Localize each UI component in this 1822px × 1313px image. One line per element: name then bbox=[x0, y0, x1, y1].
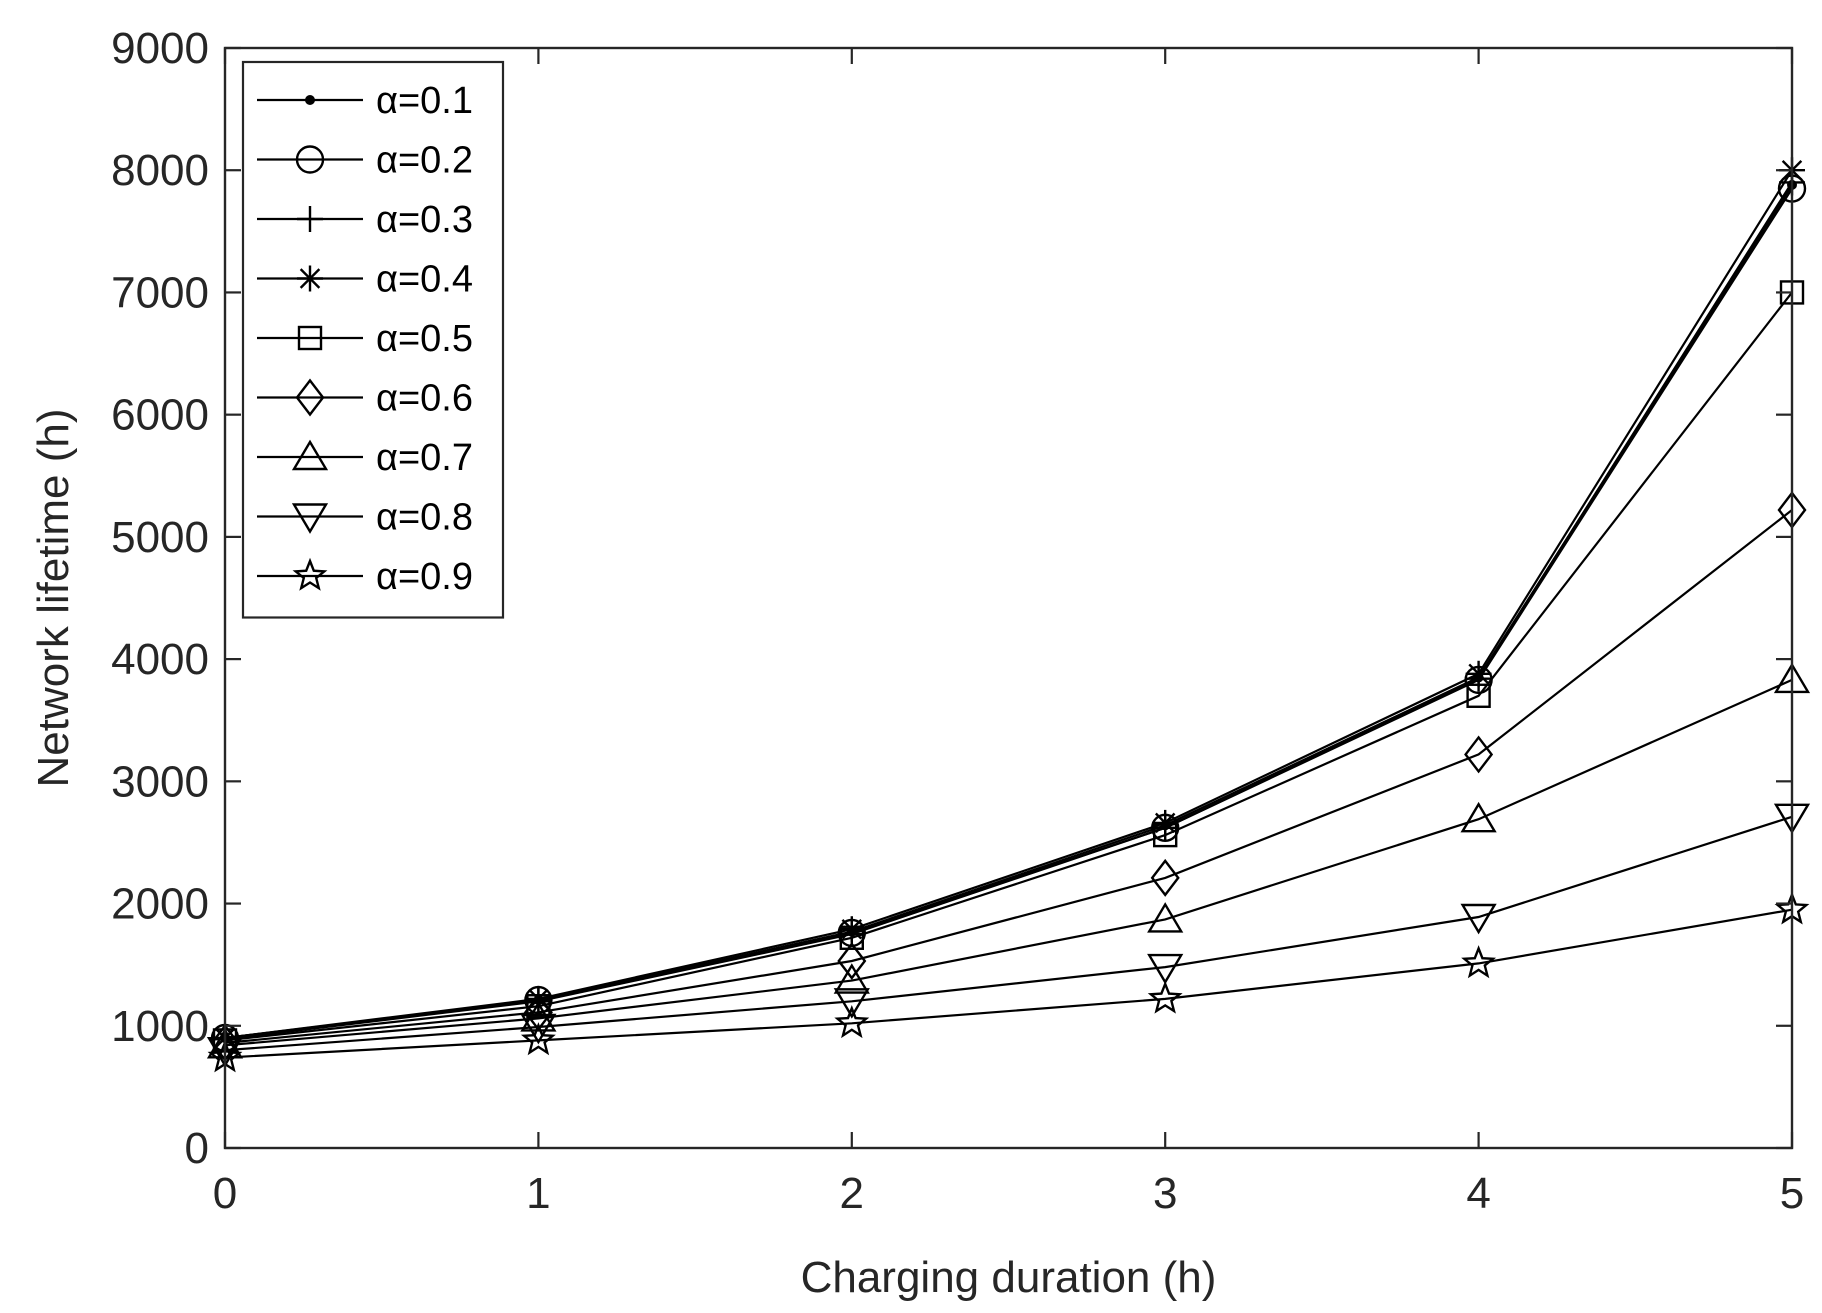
legend-item: α=0.7 bbox=[257, 437, 473, 479]
legend-item: α=0.1 bbox=[257, 80, 473, 122]
legend-box bbox=[241, 60, 505, 619]
axes-box bbox=[223, 46, 1794, 1150]
data-point bbox=[1147, 953, 1184, 985]
legend-item: α=0.6 bbox=[257, 378, 473, 420]
legend-label: α=0.8 bbox=[376, 497, 473, 539]
series-7 bbox=[206, 662, 1811, 1059]
data-point bbox=[1152, 822, 1178, 848]
y-tick-label: 5000 bbox=[111, 513, 209, 562]
legend-marker bbox=[297, 206, 323, 232]
y-tick-label: 8000 bbox=[111, 146, 209, 195]
x-tick-label: 3 bbox=[1153, 1169, 1177, 1218]
data-point bbox=[1150, 858, 1180, 897]
legend-item: α=0.2 bbox=[257, 140, 473, 182]
y-tick-label: 2000 bbox=[111, 880, 209, 929]
data-point bbox=[839, 925, 864, 950]
y-tick-label: 9000 bbox=[111, 24, 209, 73]
legend-marker bbox=[292, 557, 328, 591]
legend-marker bbox=[295, 378, 325, 417]
data-point bbox=[833, 988, 870, 1019]
series-line bbox=[224, 169, 1793, 1040]
legend-label: α=0.4 bbox=[376, 259, 473, 301]
data-point bbox=[1465, 660, 1492, 687]
legend-label: α=0.5 bbox=[376, 318, 473, 360]
legend-item: α=0.9 bbox=[257, 556, 473, 598]
legend-item: α=0.4 bbox=[257, 259, 473, 301]
series-line bbox=[224, 181, 1793, 1041]
x-tick-label: 0 bbox=[213, 1169, 237, 1218]
legend: α=0.1 α=0.2 α=0.3 α=0.4 α=0.5 α=0.6 α=0.7 α=0.8… bbox=[241, 60, 505, 619]
legend-marker bbox=[291, 503, 329, 534]
x-tick-label: 1 bbox=[526, 1169, 550, 1218]
data-point bbox=[1461, 945, 1497, 979]
axes: 0 1 2 3 4 5 0 1000 2000 3000 4000 5000 6000 7000 8000 9… bbox=[111, 24, 1804, 1218]
legend-item: α=0.5 bbox=[257, 318, 473, 360]
y-tick-label: 3000 bbox=[111, 757, 209, 806]
legend-item: α=0.3 bbox=[257, 199, 473, 241]
data-point bbox=[520, 1001, 557, 1032]
data-point bbox=[834, 1004, 870, 1039]
legend-label: α=0.2 bbox=[376, 140, 473, 182]
data-point bbox=[1466, 683, 1491, 708]
series-9 bbox=[207, 891, 1810, 1073]
data-point bbox=[520, 1013, 557, 1045]
legend-marker bbox=[291, 439, 329, 471]
y-tick-label: 1000 bbox=[111, 1002, 209, 1051]
y-tick-label: 4000 bbox=[111, 635, 209, 684]
data-point bbox=[1460, 801, 1497, 833]
legend-item: α=0.8 bbox=[257, 497, 473, 539]
legend-label: α=0.6 bbox=[376, 378, 473, 420]
x-axis-title: Charging duration (h) bbox=[801, 1253, 1217, 1302]
data-point bbox=[1147, 980, 1183, 1014]
legend-marker bbox=[295, 145, 325, 174]
x-tick-label: 5 bbox=[1780, 1169, 1804, 1218]
series-line bbox=[224, 815, 1793, 1052]
legend-label: α=0.9 bbox=[376, 556, 473, 598]
legend-marker bbox=[305, 95, 315, 105]
legend-label: α=0.3 bbox=[376, 199, 473, 241]
legend-label: α=0.1 bbox=[376, 80, 473, 122]
x-tick-label: 2 bbox=[840, 1169, 864, 1218]
y-tick-label: 6000 bbox=[111, 391, 209, 440]
data-point bbox=[1152, 809, 1179, 836]
data-point bbox=[520, 1022, 556, 1056]
series-line bbox=[224, 291, 1793, 1042]
legend-marker bbox=[297, 265, 323, 292]
legend-label: α=0.7 bbox=[376, 437, 473, 479]
data-point bbox=[1147, 902, 1184, 933]
data-point bbox=[833, 963, 870, 994]
series-line bbox=[224, 908, 1793, 1059]
y-tick-label: 0 bbox=[185, 1124, 209, 1173]
series-line bbox=[224, 678, 1793, 1047]
x-tick-label: 4 bbox=[1466, 1169, 1490, 1218]
y-axis-title: Network lifetime (h) bbox=[29, 409, 78, 788]
legend-marker bbox=[297, 325, 323, 351]
series-line bbox=[224, 509, 1793, 1044]
data-point bbox=[1464, 735, 1494, 774]
data-point bbox=[837, 942, 867, 980]
y-tick-label: 7000 bbox=[111, 268, 209, 317]
data-point bbox=[1460, 903, 1497, 935]
